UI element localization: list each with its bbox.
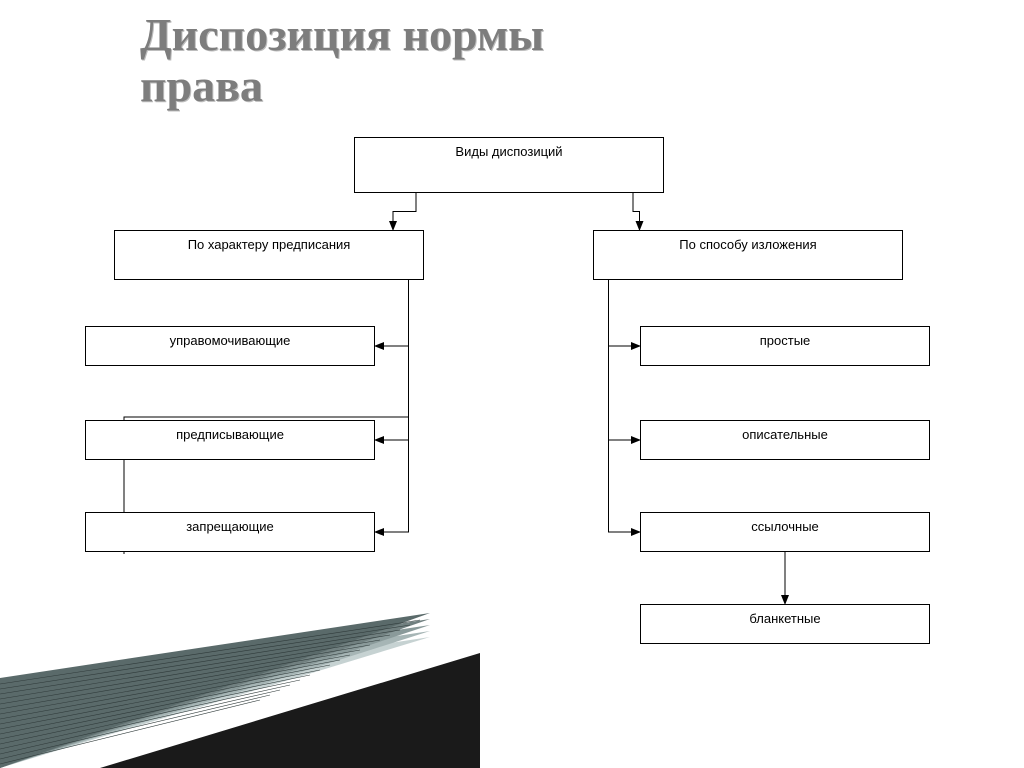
node-r3: ссылочные: [640, 512, 930, 552]
slide-canvas: Диспозиция нормы права Виды диспозицийПо…: [0, 0, 1024, 768]
node-r1: простые: [640, 326, 930, 366]
node-r4: бланкетные: [640, 604, 930, 644]
corner-decoration-svg: [0, 558, 480, 768]
node-l1: управомочивающие: [85, 326, 375, 366]
edge-root-leftA: [393, 193, 416, 230]
node-l2: предписывающие: [85, 420, 375, 460]
corner-decoration: [0, 558, 480, 768]
node-r2: описательные: [640, 420, 930, 460]
edge-leftA-l3: [375, 280, 409, 532]
edge-rightA-r1: [609, 280, 641, 346]
edge-rightA-r3: [609, 280, 641, 532]
edge-root-rightA: [633, 193, 640, 230]
edge-leftA-l1: [375, 280, 409, 346]
edge-rightA-r2: [609, 280, 641, 440]
node-l3: запрещающие: [85, 512, 375, 552]
node-leftA: По характеру предписания: [114, 230, 424, 280]
node-root: Виды диспозиций: [354, 137, 664, 193]
node-rightA: По способу изложения: [593, 230, 903, 280]
edge-leftA-l2: [375, 280, 409, 440]
